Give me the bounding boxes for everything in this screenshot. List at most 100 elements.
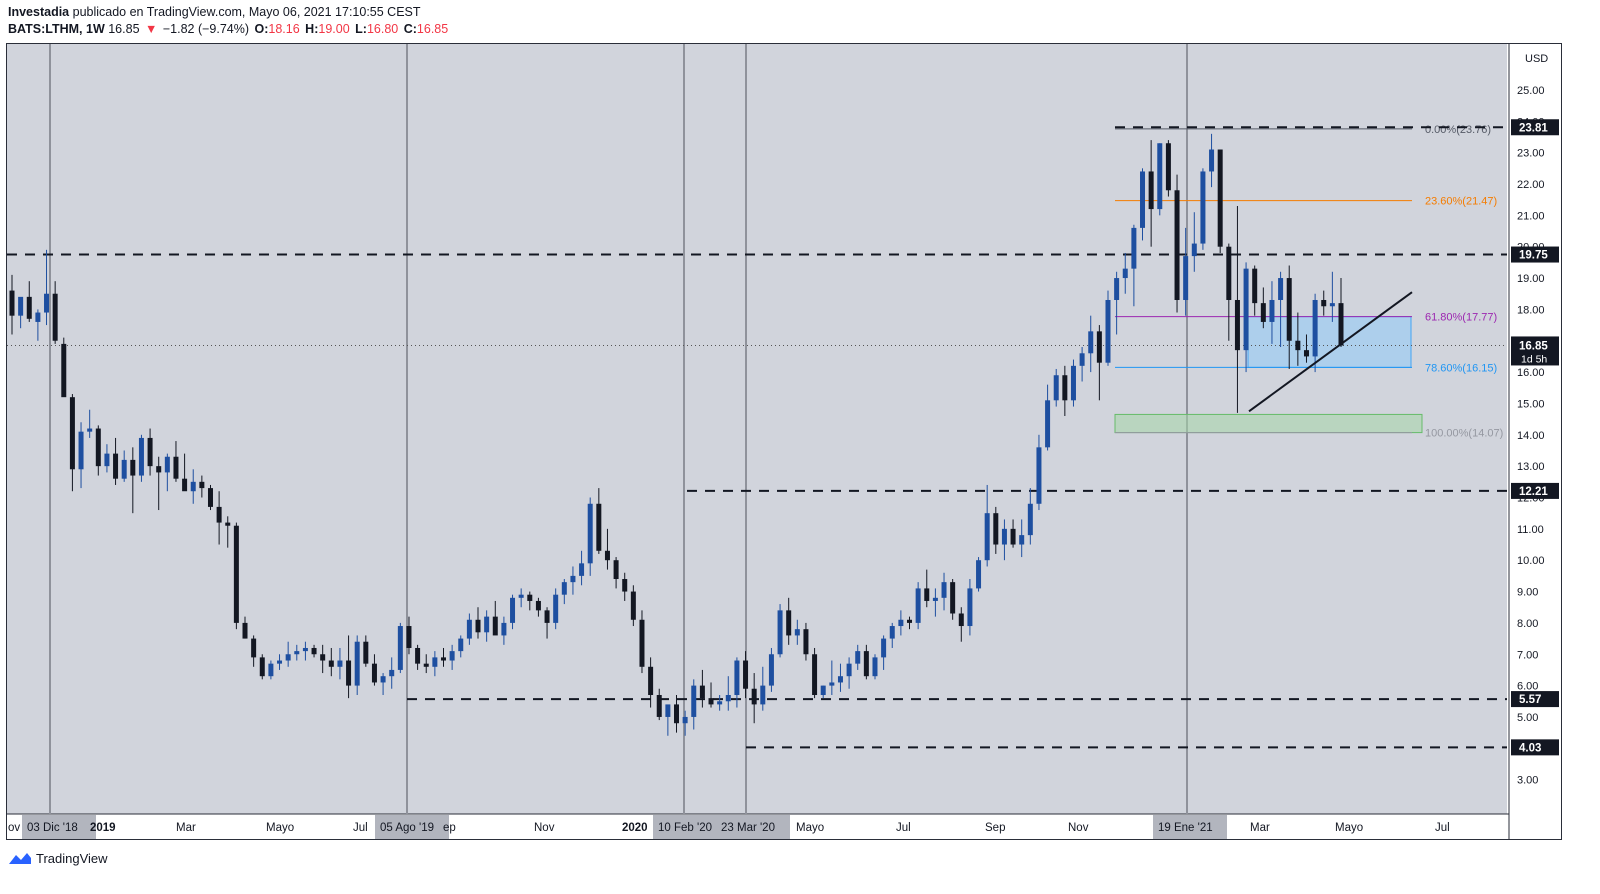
candle-body xyxy=(1286,278,1292,341)
candle-body xyxy=(1312,299,1318,357)
candle-body xyxy=(164,456,170,473)
candle-body xyxy=(725,695,731,702)
tradingview-logo-icon[interactable] xyxy=(8,850,32,866)
candle-body xyxy=(518,594,524,598)
candle-body xyxy=(924,588,930,601)
candle-body xyxy=(268,663,274,677)
candle-body xyxy=(863,651,869,677)
candle-body xyxy=(458,638,464,652)
candle-body xyxy=(182,478,188,492)
candle-body xyxy=(44,293,50,313)
candle-body xyxy=(812,654,818,696)
candle-body xyxy=(958,613,964,627)
candle-body xyxy=(104,453,110,467)
candle-body xyxy=(717,701,723,705)
candle-body xyxy=(259,657,265,677)
candle-body xyxy=(604,550,610,561)
candle-body xyxy=(501,622,507,636)
price-tick-label: 19.00 xyxy=(1517,273,1545,285)
candle-body xyxy=(69,397,75,470)
price-level-tag xyxy=(1511,246,1559,263)
candle-body xyxy=(156,466,162,473)
candle-body xyxy=(1191,243,1197,257)
candle-body xyxy=(1209,149,1215,172)
candle-body xyxy=(233,525,239,623)
candle-body xyxy=(768,654,774,686)
candle-body xyxy=(1070,365,1076,401)
candle-body xyxy=(1295,340,1301,351)
candle-body xyxy=(829,682,835,686)
price-change: −1.82 (−9.74%) xyxy=(162,22,250,36)
candle-body xyxy=(1105,299,1111,363)
down-arrow-icon: ▼ xyxy=(145,22,158,36)
candle-body xyxy=(1200,171,1206,244)
candle-body xyxy=(837,676,843,683)
low-value: 16.80 xyxy=(366,22,399,36)
price-chart[interactable]: 0.00%(23.76) 23.60%(21.47) 61.80%(17.77) 78… xyxy=(7,44,1562,840)
candle-body xyxy=(1096,331,1102,363)
price-level-tag xyxy=(1511,482,1559,499)
publish-info: Investadia publicado en TradingView.com,… xyxy=(8,4,450,21)
candle-body xyxy=(216,506,222,523)
candle-body xyxy=(1243,268,1249,351)
candle-body xyxy=(976,560,982,589)
fib-level-label: 78.60%(16.15) xyxy=(1425,362,1497,374)
candle-body xyxy=(1027,503,1033,536)
candle-body xyxy=(251,638,257,658)
price-level-tag xyxy=(1511,691,1559,708)
candle-body xyxy=(302,647,308,652)
price-level-tag-text: 19.75 xyxy=(1519,250,1548,262)
chart-frame[interactable]: 0.00%(23.76) 23.60%(21.47) 61.80%(17.77) 78… xyxy=(6,43,1562,840)
candle-body xyxy=(587,503,593,564)
fib-level-label: 0.00%(23.76) xyxy=(1425,124,1491,136)
candle-body xyxy=(1019,535,1025,545)
ohlc-legend: BATS:LTHM, 1W 16.85 ▼ −1.82 (−9.74%) O:1… xyxy=(8,21,450,38)
time-label-box xyxy=(1153,815,1227,839)
price-level-tag-text: 23.81 xyxy=(1519,122,1548,134)
candle-body xyxy=(1010,528,1016,545)
candle-body xyxy=(1148,171,1154,210)
footer: TradingView xyxy=(8,850,108,866)
time-tick-label: 2020 xyxy=(622,822,648,834)
candle-body xyxy=(130,459,136,476)
candle-body xyxy=(682,716,688,724)
candle-body xyxy=(570,575,576,583)
open-value: 18.16 xyxy=(268,22,300,36)
candle-body xyxy=(1183,256,1189,300)
candle-body xyxy=(691,685,697,717)
candle-body xyxy=(1062,375,1068,401)
time-tick-label: Mar xyxy=(176,822,196,834)
candle-body xyxy=(1303,350,1309,357)
candle-body xyxy=(794,629,800,636)
current-price-value: 16.85 xyxy=(1519,340,1548,352)
candle-body xyxy=(285,654,291,661)
candle-body xyxy=(294,651,300,655)
candle-body xyxy=(1001,528,1007,545)
candle-body xyxy=(1157,143,1163,210)
candle-body xyxy=(1260,303,1266,322)
candle-body xyxy=(1036,447,1042,504)
candle-body xyxy=(380,676,386,683)
candle-body xyxy=(760,685,766,705)
footer-brand[interactable]: TradingView xyxy=(36,850,108,866)
current-price-tag xyxy=(1511,336,1559,366)
candle-body xyxy=(337,660,343,667)
candle-body xyxy=(225,522,231,526)
candle-body xyxy=(121,459,127,479)
candle-body xyxy=(1269,299,1275,322)
candle-body xyxy=(328,660,334,667)
high-label: H: xyxy=(305,22,319,36)
candle-body xyxy=(1088,331,1094,354)
blue-consolidation-zone xyxy=(1247,316,1412,368)
candle-body xyxy=(527,594,533,601)
candle-body xyxy=(466,619,472,639)
symbol-label[interactable]: BATS:LTHM, 1W xyxy=(8,22,105,36)
candle-body xyxy=(699,685,705,699)
publish-text: publicado en TradingView.com, Mayo 06, 2… xyxy=(69,5,421,19)
author-name[interactable]: Investadia xyxy=(8,5,70,19)
candle-body xyxy=(52,293,58,341)
price-level-tag-text: 4.03 xyxy=(1519,742,1541,754)
price-tick-label: 3.00 xyxy=(1517,775,1538,787)
price-tick-label: 5.00 xyxy=(1517,712,1538,724)
candle-body xyxy=(1338,303,1344,346)
